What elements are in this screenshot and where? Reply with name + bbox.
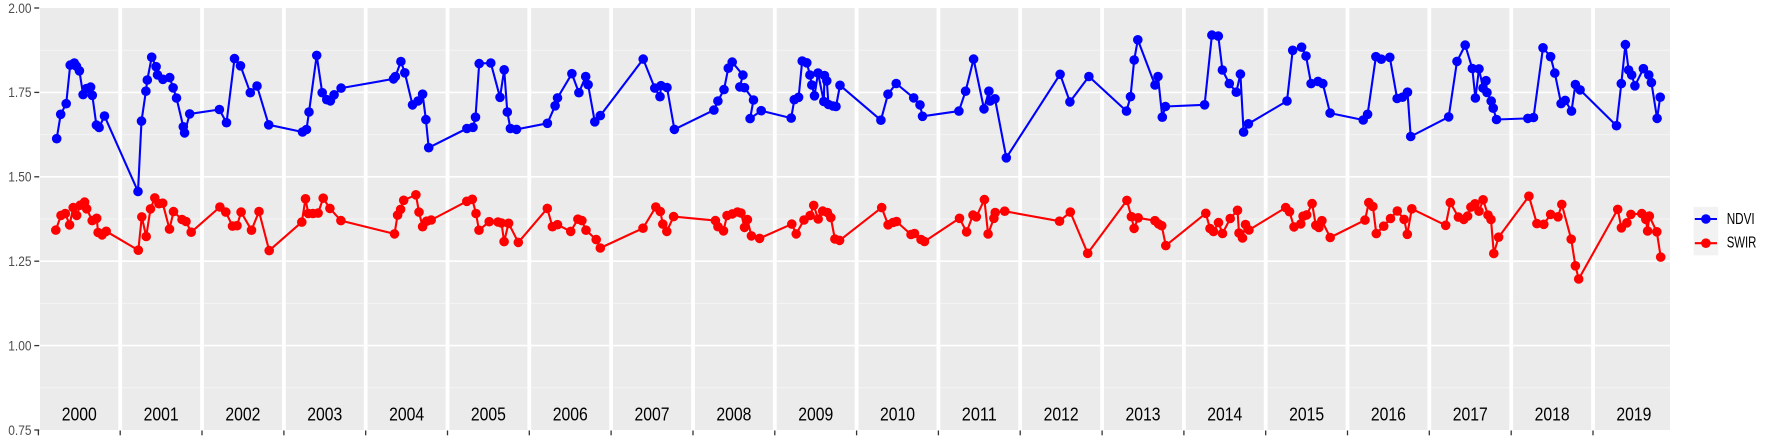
svg-text:2016: 2016 <box>1371 403 1406 424</box>
svg-text:1.75: 1.75 <box>8 85 31 100</box>
svg-text:1.00: 1.00 <box>8 338 31 353</box>
svg-text:2011: 2011 <box>962 403 997 424</box>
svg-text:2001: 2001 <box>144 403 179 424</box>
svg-text:2010: 2010 <box>880 403 915 424</box>
svg-text:2005: 2005 <box>471 403 506 424</box>
svg-text:1.50: 1.50 <box>8 170 31 185</box>
svg-text:NDVI: NDVI <box>1727 211 1755 228</box>
svg-text:SWIR: SWIR <box>1727 235 1757 252</box>
svg-text:2002: 2002 <box>225 403 260 424</box>
svg-text:2013: 2013 <box>1126 403 1161 424</box>
svg-text:2008: 2008 <box>716 403 751 424</box>
svg-text:2017: 2017 <box>1453 403 1488 424</box>
svg-text:2007: 2007 <box>635 403 670 424</box>
svg-text:2018: 2018 <box>1535 403 1570 424</box>
svg-text:2006: 2006 <box>553 403 588 424</box>
svg-text:0.75: 0.75 <box>8 423 31 438</box>
svg-text:2019: 2019 <box>1616 403 1651 424</box>
svg-text:2012: 2012 <box>1044 403 1079 424</box>
svg-text:2000: 2000 <box>62 403 97 424</box>
svg-text:2004: 2004 <box>389 403 424 424</box>
svg-text:2015: 2015 <box>1289 403 1324 424</box>
svg-text:2014: 2014 <box>1207 403 1242 424</box>
svg-text:1.25: 1.25 <box>8 254 31 269</box>
svg-text:2.00: 2.00 <box>8 1 31 16</box>
svg-text:2009: 2009 <box>798 403 833 424</box>
svg-text:2003: 2003 <box>307 403 342 424</box>
